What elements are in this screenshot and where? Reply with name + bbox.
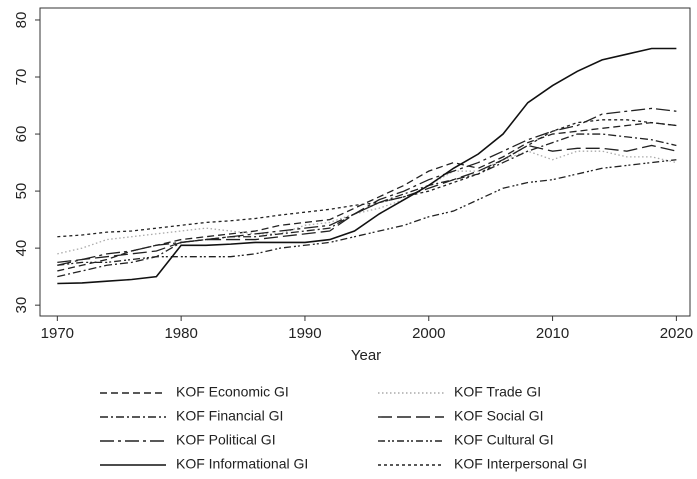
legend-label: KOF Economic GI bbox=[176, 384, 289, 400]
legend-label: KOF Financial GI bbox=[176, 408, 283, 424]
series-line bbox=[57, 119, 677, 238]
x-tick-label: 2010 bbox=[536, 325, 569, 342]
x-tick-label: 1970 bbox=[41, 325, 74, 342]
legend-label: KOF Trade GI bbox=[454, 384, 541, 400]
y-tick-label: 70 bbox=[13, 69, 30, 86]
legend-label: KOF Informational GI bbox=[176, 456, 308, 472]
x-tick-label: 1980 bbox=[164, 325, 197, 342]
series-line bbox=[57, 121, 677, 272]
x-tick-label: 2020 bbox=[660, 325, 693, 342]
series-line bbox=[57, 144, 677, 264]
y-tick-label: 50 bbox=[13, 183, 30, 200]
y-tick-label: 60 bbox=[13, 126, 30, 143]
series-line bbox=[57, 133, 677, 278]
x-tick-label: 1990 bbox=[288, 325, 321, 342]
series-line bbox=[57, 107, 677, 266]
y-tick-label: 40 bbox=[13, 240, 30, 257]
legend-label: KOF Social GI bbox=[454, 408, 543, 424]
x-axis-label: Year bbox=[351, 347, 381, 364]
series-line bbox=[57, 159, 677, 266]
y-tick-label: 30 bbox=[13, 297, 30, 314]
x-tick-label: 2000 bbox=[412, 325, 445, 342]
y-tick-label: 80 bbox=[13, 12, 30, 29]
series-line bbox=[57, 150, 677, 255]
legend-label: KOF Political GI bbox=[176, 432, 276, 448]
plot-frame bbox=[39, 7, 691, 317]
legend-label: KOF Interpersonal GI bbox=[454, 456, 587, 472]
series-line bbox=[57, 47, 677, 285]
legend-label: KOF Cultural GI bbox=[454, 432, 554, 448]
